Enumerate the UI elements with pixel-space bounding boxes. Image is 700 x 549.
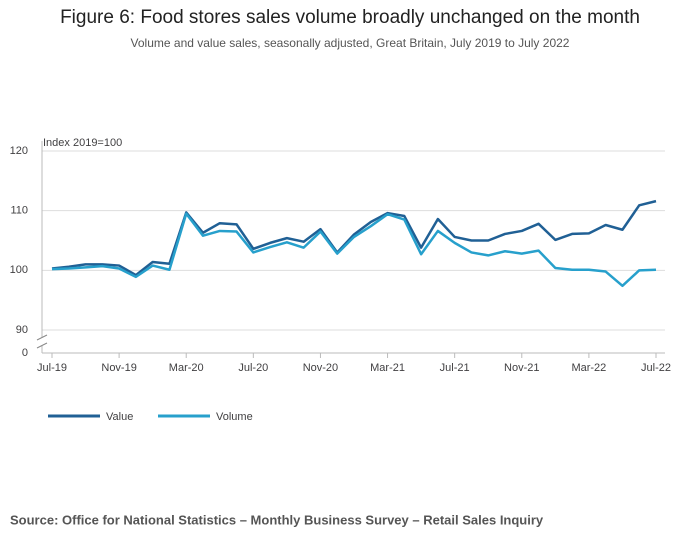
x-tick-label: Mar-22 bbox=[571, 362, 606, 374]
x-tick-label: Nov-21 bbox=[504, 362, 539, 374]
source: Source: Office for National Statistics –… bbox=[10, 512, 544, 527]
y-tick-label: 120 bbox=[10, 145, 28, 157]
x-tick-label: Jul-21 bbox=[440, 362, 470, 374]
x-tick-label: Jul-19 bbox=[37, 362, 67, 374]
y-axis-label: Index 2019=100 bbox=[43, 137, 122, 149]
x-tick-label: Jul-22 bbox=[641, 362, 671, 374]
x-tick-label: Mar-20 bbox=[169, 362, 204, 374]
x-tick-label: Jul-20 bbox=[238, 362, 268, 374]
legend-label: Value bbox=[106, 411, 133, 423]
x-tick-label: Mar-21 bbox=[370, 362, 405, 374]
legend-label: Volume bbox=[216, 411, 253, 423]
axis-break bbox=[36, 342, 48, 349]
series-line bbox=[51, 199, 657, 277]
y-tick-label: 0 bbox=[22, 347, 28, 359]
series-line bbox=[51, 212, 657, 288]
y-tick-label: 100 bbox=[10, 264, 28, 276]
axis-break bbox=[36, 334, 48, 341]
x-tick-label: Nov-19 bbox=[101, 362, 136, 374]
chart-title: Figure 6: Food stores sales volume broad… bbox=[60, 7, 640, 28]
chart-subtitle: Volume and value sales, seasonally adjus… bbox=[131, 36, 570, 50]
x-tick-label: Nov-20 bbox=[303, 362, 338, 374]
y-tick-label: 90 bbox=[16, 324, 28, 336]
y-tick-label: 110 bbox=[10, 205, 28, 217]
